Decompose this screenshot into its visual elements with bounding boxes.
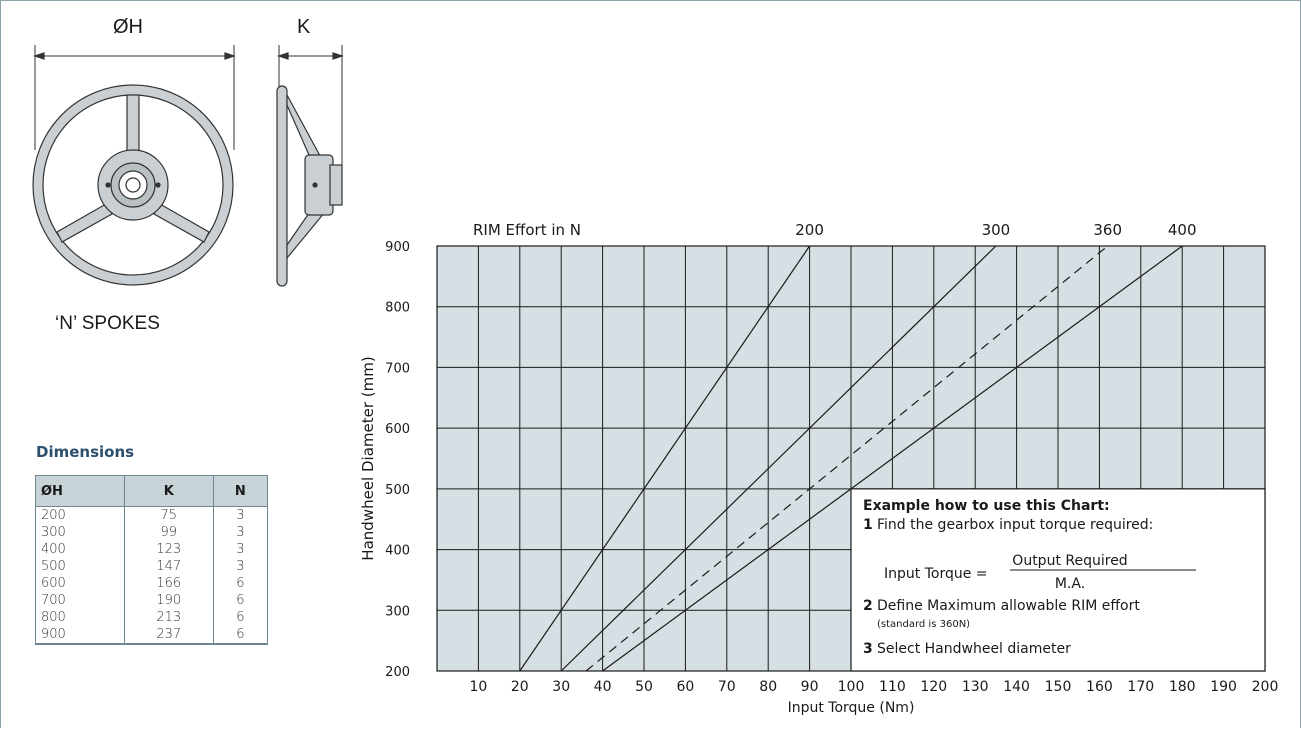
y-axis-title: Handwheel Diameter (mm) [359, 356, 377, 560]
table-cell: 500 [35, 558, 125, 575]
series-label-300: 300 [982, 221, 1011, 239]
handwheel-drawing [32, 45, 344, 287]
y-tick-label: 500 [385, 483, 410, 498]
series-line-200 [519, 245, 811, 672]
width-dimension-label: K [297, 16, 311, 38]
table-cell: 190 [123, 592, 214, 609]
column-header-diameter: ØH [35, 475, 125, 507]
y-tick-label: 800 [385, 301, 410, 316]
x-tick-label: 200 [1252, 679, 1279, 695]
table-cell: 6 [212, 575, 269, 592]
x-tick-label: 100 [838, 679, 865, 695]
table-cell: 300 [35, 524, 125, 541]
x-tick-label: 40 [594, 679, 612, 695]
y-tick-label: 600 [385, 422, 410, 437]
table-row: 500 147 3 [35, 558, 269, 575]
step-3-number: 3 [863, 641, 873, 657]
y-tick-label: 300 [385, 604, 410, 619]
example-box [850, 488, 1266, 672]
x-tick-label: 140 [1003, 679, 1030, 695]
table-cell: 200 [35, 506, 125, 524]
formula-left: Input Torque = [884, 566, 988, 582]
x-axis-title: Input Torque (Nm) [788, 700, 915, 716]
table-cell: 6 [212, 592, 269, 609]
table-cell: 166 [123, 575, 214, 592]
series-line-360 [585, 245, 1109, 672]
y-tick-label: 700 [385, 361, 410, 376]
diameter-dimension-label: ØH [113, 16, 143, 38]
table-cell: 900 [35, 626, 125, 645]
y-tick-label: 400 [385, 544, 410, 559]
y-tick-label: 900 [385, 240, 410, 255]
table-cell: 3 [212, 506, 269, 524]
x-tick-label: 170 [1127, 679, 1154, 695]
x-tick-label: 90 [801, 679, 819, 695]
x-tick-label: 130 [962, 679, 989, 695]
rim-effort-label: RIM Effort in N [473, 221, 581, 239]
x-tick-label: 30 [552, 679, 570, 695]
series-label-400: 400 [1168, 221, 1197, 239]
x-tick-label: 20 [511, 679, 529, 695]
step-2-number: 2 [863, 598, 873, 614]
step-1-number: 1 [863, 517, 873, 533]
dimensions-table-body: 200 75 3 300 99 3 400 123 3 500 147 3 600 166 6 700 190 6… [35, 506, 269, 645]
table-cell: 600 [35, 575, 125, 592]
x-tick-label: 160 [1086, 679, 1113, 695]
formula-denominator: M.A. [1055, 576, 1085, 592]
x-tick-label: 70 [718, 679, 736, 695]
table-cell: 6 [212, 609, 269, 626]
column-header-k: K [123, 475, 214, 507]
y-tick-label: 200 [385, 665, 410, 680]
x-tick-label: 110 [879, 679, 906, 695]
side-view [276, 45, 344, 287]
dimensions-table: ØH K N 200 75 3 300 99 3 400 123 3 500 147 3 600 166 6… [35, 475, 269, 645]
front-view [32, 45, 236, 286]
dimensions-title: Dimensions [36, 443, 135, 461]
series-label-360: 360 [1093, 221, 1122, 239]
x-tick-label: 60 [676, 679, 694, 695]
x-tick-label: 10 [469, 679, 487, 695]
series-line-400 [602, 245, 1183, 672]
table-cell: 123 [123, 541, 214, 558]
x-tick-label: 50 [635, 679, 653, 695]
table-cell: 6 [212, 626, 269, 645]
example-heading: Example how to use this Chart: [863, 498, 1110, 514]
table-row: 700 190 6 [35, 592, 269, 609]
table-cell: 3 [212, 558, 269, 575]
table-cell: 800 [35, 609, 125, 626]
step-2-text: Define Maximum allowable RIM effort [877, 598, 1140, 614]
spokes-label: ‘N’ SPOKES [55, 313, 160, 334]
table-row: 600 166 6 [35, 575, 269, 592]
table-cell: 400 [35, 541, 125, 558]
table-row: 200 75 3 [35, 506, 269, 524]
formula-numerator: Output Required [1012, 553, 1127, 569]
x-tick-label: 190 [1210, 679, 1237, 695]
step-1-text: Find the gearbox input torque required: [877, 517, 1153, 533]
x-tick-label: 150 [1045, 679, 1072, 695]
x-tick-label: 180 [1169, 679, 1196, 695]
table-cell: 147 [123, 558, 214, 575]
table-row: 300 99 3 [35, 524, 269, 541]
step-3-text: Select Handwheel diameter [877, 641, 1071, 657]
table-header-row: ØH K N [35, 475, 269, 507]
table-row: 400 123 3 [35, 541, 269, 558]
x-tick-label: 80 [759, 679, 777, 695]
series-label-200: 200 [795, 221, 824, 239]
series-line-300 [560, 245, 997, 672]
step-2-note: (standard is 360N) [877, 619, 970, 630]
table-cell: 3 [212, 524, 269, 541]
column-header-n: N [212, 475, 269, 507]
x-tick-label: 120 [920, 679, 947, 695]
table-row: 800 213 6 [35, 609, 269, 626]
table-cell: 237 [123, 626, 214, 645]
table-row: 900 237 6 [35, 626, 269, 645]
table-cell: 3 [212, 541, 269, 558]
